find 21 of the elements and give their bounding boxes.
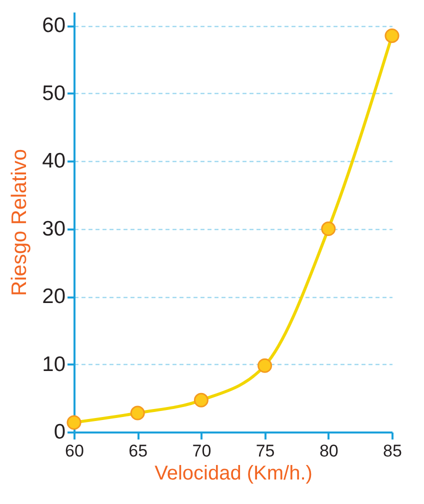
- x-tick-label: 85: [383, 442, 402, 460]
- y-tick-label: 10: [42, 352, 66, 376]
- x-tick-label: 80: [319, 442, 338, 460]
- y-tick-label: 40: [42, 150, 66, 173]
- y-tick-label: 60: [42, 14, 66, 38]
- x-tick-label: 75: [256, 442, 275, 460]
- point: [130, 406, 145, 420]
- y-tick-label: 50: [42, 82, 66, 105]
- point: [384, 28, 400, 43]
- point: [194, 392, 208, 408]
- x-tick-label: 60: [65, 442, 84, 460]
- x-tick-label: 70: [192, 442, 212, 460]
- y-tick-label: 0: [54, 420, 66, 444]
- point: [321, 222, 336, 236]
- point: [66, 415, 82, 430]
- x-axis-title: Velocidad (Km/h.): [154, 462, 312, 484]
- y-tick-label: 20: [42, 285, 66, 308]
- x-tick-label: 65: [128, 442, 148, 460]
- point: [258, 358, 272, 373]
- y-axis-title: Riesgo Relativo: [8, 148, 32, 296]
- y-tick-label: 30: [42, 217, 66, 240]
